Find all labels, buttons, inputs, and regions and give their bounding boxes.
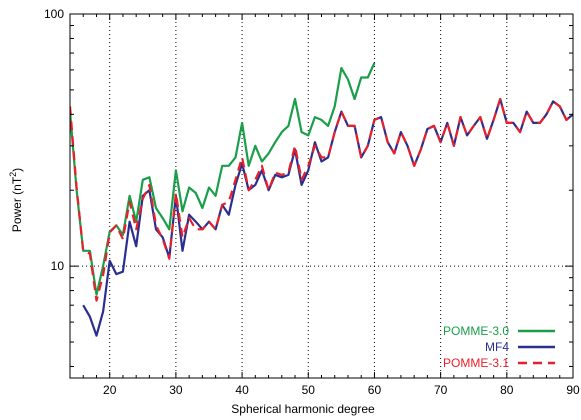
- series-line-pomme-3-0: [70, 62, 376, 296]
- legend: POMME-3.0 MF4 POMME-3.1: [443, 324, 555, 370]
- x-tick-label: 30: [169, 383, 183, 397]
- y-tick-label: 10: [51, 259, 65, 273]
- x-tick-label: 60: [368, 383, 382, 397]
- series-line-mf4: [82, 97, 573, 337]
- y-tick-label: 100: [44, 7, 64, 21]
- tick-labels: 20 30 40 50 60 70 80 90 10 100: [44, 7, 580, 397]
- grid-lines: [70, 14, 573, 378]
- x-tick-label: 20: [103, 383, 117, 397]
- axis-ticks: [70, 13, 574, 378]
- x-tick-label: 90: [566, 383, 580, 397]
- legend-label-pomme-3-1: POMME-3.1: [443, 356, 509, 370]
- series-line-pomme-3-1: [70, 97, 573, 302]
- x-tick-label: 50: [302, 383, 316, 397]
- x-tick-label: 40: [235, 383, 249, 397]
- x-tick-label: 80: [500, 383, 514, 397]
- x-tick-label: 70: [434, 383, 448, 397]
- y-axis-title: Power (nT2): [8, 168, 24, 232]
- x-axis-title: Spherical harmonic degree: [231, 402, 375, 416]
- legend-label-pomme-3-0: POMME-3.0: [443, 324, 509, 338]
- legend-label-mf4: MF4: [485, 340, 509, 354]
- series-layer: [70, 62, 573, 337]
